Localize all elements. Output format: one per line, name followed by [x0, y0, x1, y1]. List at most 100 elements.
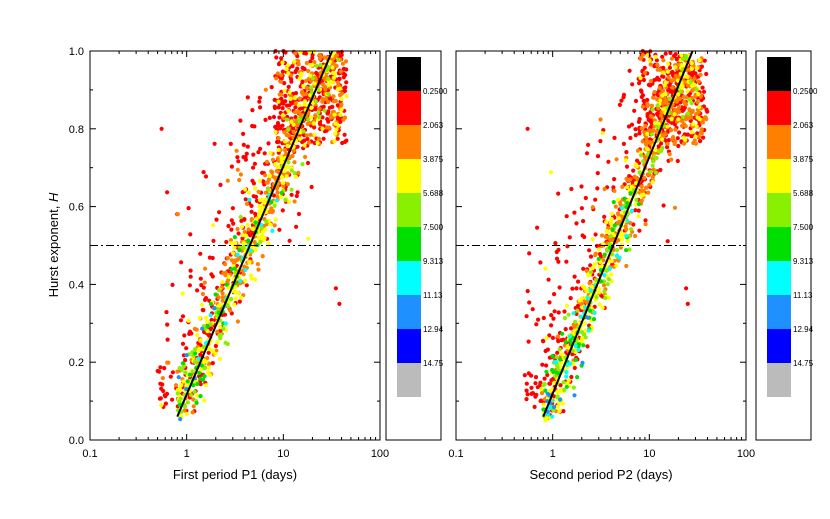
scatter-point: [338, 112, 343, 117]
scatter-point: [229, 267, 234, 272]
scatter-point: [264, 219, 269, 224]
scatter-point: [674, 57, 680, 62]
scatter-point: [588, 254, 594, 259]
scatter-point: [241, 142, 246, 147]
scatter-point: [213, 343, 218, 349]
scatter-point: [215, 306, 220, 312]
scatter-point: [206, 365, 211, 370]
scatter-point: [271, 114, 277, 120]
scatter-point: [618, 231, 623, 236]
scatter-point: [524, 397, 529, 402]
scatter-point: [193, 351, 198, 356]
scatter-point: [678, 89, 683, 94]
scatter-point: [648, 119, 653, 124]
scatter-point: [276, 156, 281, 161]
scatter-point: [237, 177, 242, 183]
scatter-point: [292, 171, 297, 176]
scatter-point: [542, 376, 547, 381]
scatter-point: [696, 105, 702, 110]
scatter-point: [559, 352, 565, 357]
scatter-point: [235, 167, 240, 172]
scatter-point: [683, 53, 688, 59]
scatter-point: [217, 333, 222, 339]
left-point-cloud: [155, 49, 349, 422]
scatter-point: [310, 52, 315, 58]
right-colorbar: 0.2500 2.063 3.875 5.688 7.500 9.313 11.13 12.9…: [755, 50, 818, 441]
scatter-point: [209, 272, 214, 277]
scatter-point: [548, 388, 553, 393]
scatter-point: [225, 178, 230, 183]
scatter-point: [281, 180, 286, 185]
scatter-point: [294, 193, 299, 199]
scatter-point: [228, 141, 233, 146]
scatter-point: [323, 96, 329, 102]
scatter-point: [198, 338, 203, 343]
scatter-point: [596, 256, 601, 261]
scatter-point: [342, 86, 347, 91]
scatter-point: [165, 190, 170, 195]
scatter-point: [314, 63, 319, 68]
scatter-point: [321, 136, 326, 141]
scatter-point: [599, 279, 604, 284]
scatter-point: [624, 233, 629, 238]
scatter-point: [280, 106, 285, 111]
scatter-point: [240, 236, 245, 241]
scatter-point: [614, 248, 620, 253]
scatter-point: [333, 98, 338, 104]
scatter-point: [564, 214, 569, 219]
scatter-point: [232, 302, 237, 307]
scatter-point: [535, 225, 540, 230]
scatter-point: [261, 179, 266, 184]
scatter-point: [239, 224, 245, 229]
scatter-point: [619, 98, 624, 103]
scatter-point: [212, 306, 217, 311]
scatter-point: [616, 238, 621, 243]
scatter-point: [211, 223, 216, 228]
scatter-point: [253, 248, 258, 253]
x-tick-label: 100: [371, 448, 389, 460]
scatter-point: [554, 249, 559, 255]
scatter-point: [234, 148, 239, 153]
scatter-point: [246, 238, 251, 243]
scatter-point: [562, 316, 568, 321]
scatter-point: [334, 53, 339, 58]
scatter-point: [585, 344, 590, 349]
scatter-point: [687, 115, 692, 121]
scatter-point: [293, 51, 298, 56]
scatter-point: [549, 378, 554, 383]
colorbar-band: [397, 91, 421, 125]
scatter-point: [274, 186, 279, 191]
scatter-point: [616, 197, 621, 202]
scatter-point: [557, 285, 562, 290]
scatter-point: [524, 381, 529, 386]
scatter-point: [637, 81, 642, 86]
scatter-point: [683, 124, 688, 129]
scatter-point: [296, 116, 301, 121]
scatter-point: [569, 374, 574, 380]
colorbar-band: [767, 261, 791, 295]
scatter-point: [655, 103, 660, 108]
scatter-point: [645, 172, 650, 177]
scatter-point: [243, 155, 248, 160]
scatter-point: [543, 266, 548, 271]
scatter-point: [572, 393, 577, 398]
scatter-point: [300, 79, 305, 84]
scatter-point: [335, 136, 340, 141]
scatter-point: [338, 119, 343, 124]
scatter-point: [313, 99, 318, 104]
scatter-point: [601, 283, 607, 288]
scatter-point: [699, 131, 704, 136]
scatter-point: [297, 119, 302, 124]
scatter-point: [253, 277, 258, 282]
scatter-point: [245, 222, 250, 228]
scatter-point: [651, 167, 656, 172]
scatter-point: [326, 99, 331, 105]
scatter-point: [572, 274, 577, 279]
scatter-point: [293, 91, 299, 96]
scatter-point: [625, 218, 630, 223]
scatter-point: [676, 143, 681, 149]
scatter-point: [576, 347, 581, 353]
scatter-point: [256, 150, 261, 155]
y-tick-label: 0.2: [69, 357, 84, 369]
scatter-point: [696, 79, 701, 84]
